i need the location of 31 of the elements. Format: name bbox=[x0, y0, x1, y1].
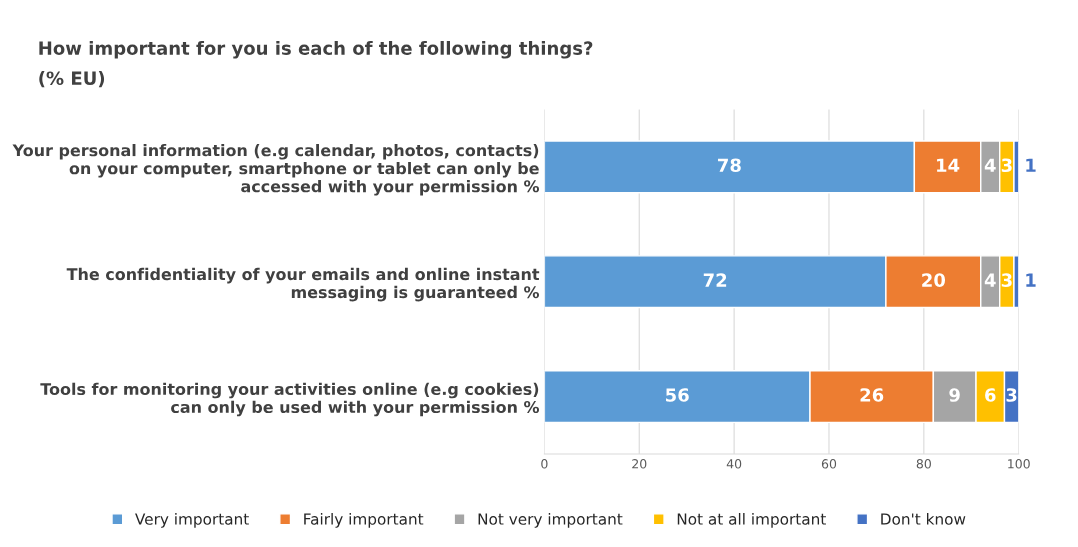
data-label: 72 bbox=[703, 273, 727, 287]
y-tick-label: Tools for monitoring your activities online (e.g cookies) can only be used with your permission % bbox=[40, 382, 540, 417]
x-tick-label: 40 bbox=[726, 459, 742, 469]
text: How important for you is each of the following things? bbox=[39, 40, 593, 59]
legend-label: Not very important bbox=[478, 512, 623, 528]
y-tick-label: The confidentiality of your emails and online instant messaging is guaranteed % bbox=[66, 267, 540, 302]
data-label: 4 bbox=[984, 158, 996, 172]
y-tick-label: Your personal information (e.g calendar, photos, contacts) on your computer, smartphone or tablet can only be accessed with your permission % bbox=[12, 143, 540, 196]
data-label: 26 bbox=[860, 388, 884, 402]
x-tick-label: 100 bbox=[1008, 459, 1030, 469]
legend-label: Not at all important bbox=[677, 512, 826, 528]
data-label: 3 bbox=[1006, 388, 1017, 402]
x-tick-label: 0 bbox=[541, 459, 548, 469]
text: (% EU) bbox=[39, 71, 105, 88]
x-tick-label: 20 bbox=[632, 459, 647, 469]
x-tick-label: 80 bbox=[916, 459, 931, 469]
data-label: 1 bbox=[1026, 158, 1036, 172]
data-label: 4 bbox=[984, 273, 996, 287]
legend-label: Fairly important bbox=[304, 512, 424, 528]
data-label: 78 bbox=[718, 158, 741, 173]
data-label: 14 bbox=[937, 158, 960, 172]
data-label: 9 bbox=[949, 388, 960, 402]
data-label: 3 bbox=[1001, 273, 1012, 287]
x-tick-label: 60 bbox=[821, 459, 837, 469]
data-label: 20 bbox=[922, 273, 946, 287]
data-label: 6 bbox=[985, 388, 996, 402]
data-label: 56 bbox=[666, 388, 689, 402]
legend-label: Don't know bbox=[881, 512, 966, 525]
data-label: 1 bbox=[1026, 273, 1036, 287]
data-label: 3 bbox=[1001, 158, 1012, 173]
legend-label: Very important bbox=[135, 512, 249, 528]
